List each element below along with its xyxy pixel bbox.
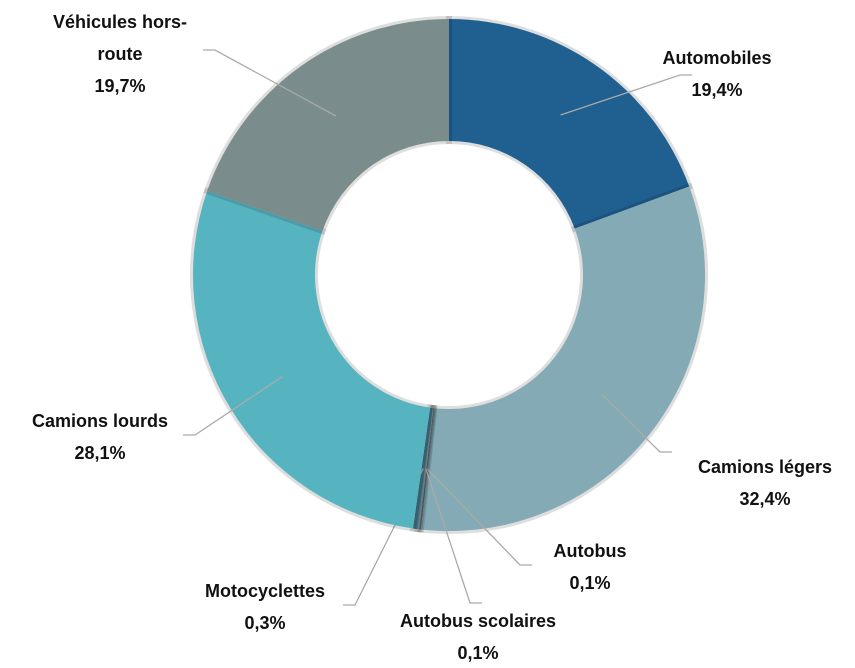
value-label: 0,3% (244, 613, 286, 633)
value-label: 19,7% (94, 76, 146, 96)
donut-slice (190, 187, 434, 532)
slice-label: Camions lourds 28,1% (0, 405, 200, 469)
leader-line (425, 468, 482, 604)
slice-label: Véhicules hors-route 19,7% (33, 6, 208, 102)
leader-line (426, 468, 532, 566)
donut-slice (203, 15, 452, 235)
slice-label: Camions légers 32,4% (665, 451, 855, 515)
leader-line (560, 74, 692, 116)
slice-label: Automobiles 19,4% (617, 42, 817, 106)
category-label: Autobus scolaires (399, 611, 557, 631)
leader-line (203, 49, 337, 117)
category-label: Camions lourds (31, 411, 169, 431)
category-label: Camions légers (697, 457, 833, 477)
donut-slice (414, 404, 437, 533)
value-label: 0,1% (457, 643, 499, 663)
slice-label: Motocyclettes 0,3% (165, 575, 365, 639)
value-label: 19,4% (691, 80, 743, 100)
category-label: Véhicules hors-route (52, 12, 188, 64)
leader-line (602, 394, 672, 453)
category-label: Automobiles (662, 48, 772, 68)
category-label: Motocyclettes (204, 581, 326, 601)
category-label: Autobus (553, 541, 627, 561)
slice-label: Autobus scolaires 0,1% (368, 605, 588, 668)
value-label: 0,1% (569, 573, 611, 593)
slice-label: Autobus 0,1% (530, 535, 650, 599)
donut-slice (417, 182, 708, 534)
value-label: 32,4% (739, 489, 791, 509)
leader-line (183, 375, 283, 436)
donut-slice (446, 15, 694, 233)
value-label: 28,1% (74, 443, 126, 463)
